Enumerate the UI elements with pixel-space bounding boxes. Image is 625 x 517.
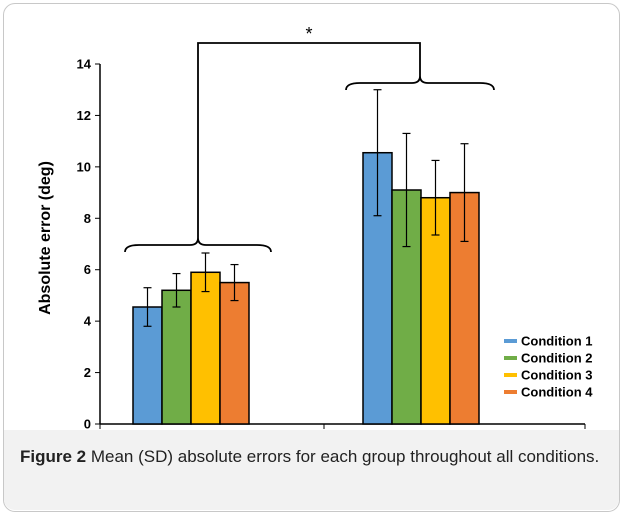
- brace-healthy-controls: [124, 237, 272, 253]
- y-tick-label: 0: [84, 417, 91, 432]
- error-bars: [143, 89, 469, 327]
- bar: [219, 281, 250, 425]
- caption-label: Figure 2: [20, 447, 87, 466]
- legend: Condition 1 Condition 2 Condition 3 Conditi…: [504, 334, 593, 400]
- y-tick-label: 10: [77, 159, 91, 174]
- bar: [190, 271, 221, 425]
- significance-braces: [124, 42, 495, 253]
- figure-caption: Figure 2 Mean (SD) absolute errors for e…: [20, 444, 610, 470]
- y-tick-label: 6: [84, 262, 91, 277]
- y-axis-title: Absolute error (deg): [37, 161, 54, 315]
- significance-connector: [197, 42, 421, 238]
- legend-label: Condition 1: [521, 334, 593, 349]
- y-tick-label: 14: [77, 57, 92, 72]
- significance-star: *: [305, 24, 312, 44]
- legend-label: Condition 3: [521, 368, 593, 383]
- figure-frame: [3, 3, 620, 512]
- y-tick-label: 8: [84, 211, 91, 226]
- caption-text: Mean (SD) absolute errors for each group…: [90, 447, 600, 466]
- bar: [161, 289, 192, 425]
- brace-patients: [345, 75, 495, 91]
- bars: [132, 151, 480, 425]
- y-tick-label: 4: [84, 314, 92, 329]
- y-tick-label: 12: [77, 108, 91, 123]
- legend-label: Condition 4: [521, 385, 593, 400]
- y-tick-label: 2: [84, 365, 91, 380]
- legend-label: Condition 2: [521, 351, 593, 366]
- caption-background: [4, 430, 619, 510]
